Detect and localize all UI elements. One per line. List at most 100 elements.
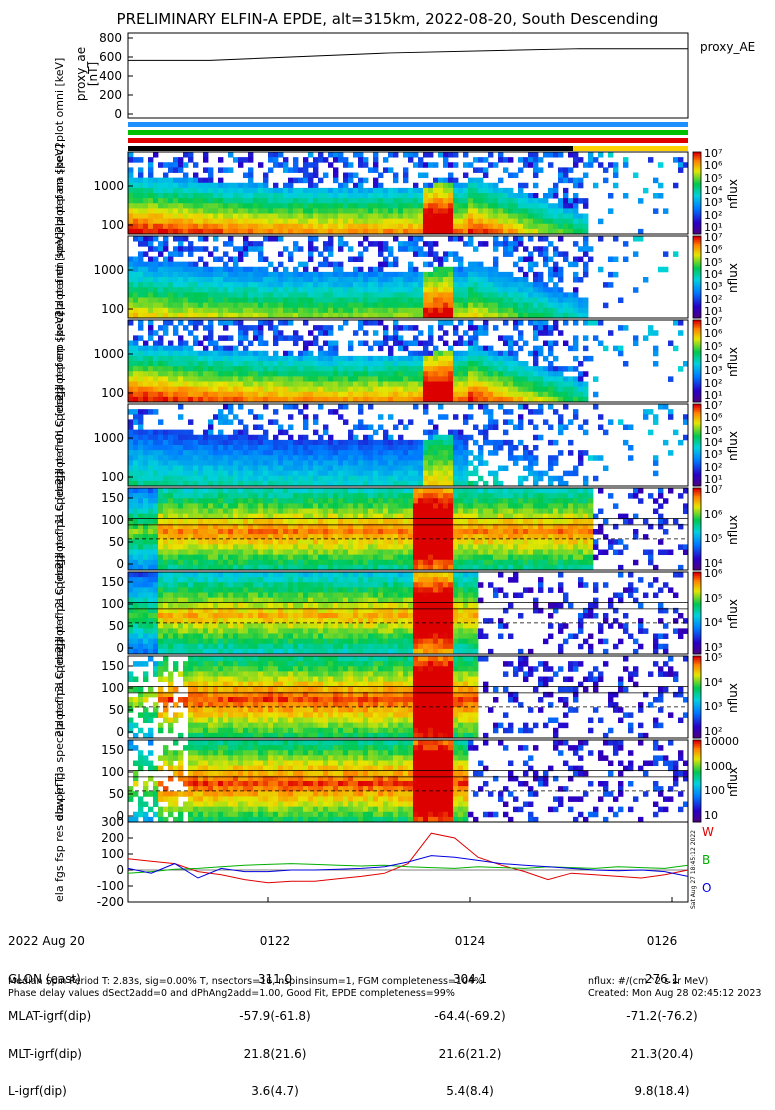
colorbar-tick-1: 10⁵ bbox=[704, 256, 722, 269]
colorbar-tick-0: 10⁴ bbox=[704, 184, 722, 197]
footer-mlt-0122: 21.8(21.6) bbox=[230, 1048, 320, 1061]
footer-mlt-0126: 21.3(20.4) bbox=[612, 1048, 712, 1061]
colorbar-tick-7: 100 bbox=[704, 784, 725, 797]
status-bar-yellow bbox=[573, 146, 688, 151]
panel-tick-5: 100 bbox=[84, 597, 124, 611]
colorbar-tick-0: 10⁶ bbox=[704, 159, 722, 172]
panel-tick-6: 0 bbox=[84, 725, 124, 739]
colorbar-tick-2: 10⁴ bbox=[704, 352, 722, 365]
colorbar-tick-2: 10² bbox=[704, 377, 722, 390]
footer-date: 2022 Aug 20 bbox=[8, 935, 91, 948]
status-bar-1 bbox=[128, 130, 688, 135]
colorbar-tick-2: 10³ bbox=[704, 364, 722, 377]
colorbar-tick-6: 10³ bbox=[704, 700, 722, 713]
footer-mlat-0124: -64.4(-69.2) bbox=[425, 1010, 515, 1023]
footer-time-0126: 0126 bbox=[612, 935, 712, 948]
spectrogram-6 bbox=[128, 656, 688, 738]
panel-tick-1: 1000 bbox=[84, 263, 124, 277]
colorbar-tick-3: 10⁶ bbox=[704, 411, 722, 424]
proxy-ae-legend: proxy_AE bbox=[700, 40, 755, 54]
footer-l-0122: 3.6(4.7) bbox=[230, 1085, 320, 1098]
proxy-ae-tick: 200 bbox=[82, 88, 122, 102]
colorbar-4 bbox=[693, 488, 701, 571]
colorbar-label-3: nflux bbox=[726, 431, 740, 461]
footer-l-0126: 9.8(18.4) bbox=[612, 1085, 712, 1098]
panel-tick-3: 1000 bbox=[84, 431, 124, 445]
colorbar-tick-7: 10000 bbox=[704, 735, 739, 748]
footer-l-0124: 5.4(8.4) bbox=[425, 1085, 515, 1098]
fgs-tick: 0 bbox=[84, 863, 124, 877]
status-bar-2 bbox=[128, 138, 688, 143]
panel-tick-7: 150 bbox=[84, 743, 124, 757]
colorbar-tick-5: 10⁵ bbox=[704, 592, 722, 605]
panel-tick-0: 100 bbox=[84, 218, 124, 232]
panel-tick-3: 100 bbox=[84, 470, 124, 484]
fgs-side-note: Sat Aug 27 18:45:12 2022 bbox=[690, 830, 697, 909]
panel-tick-1: 100 bbox=[84, 302, 124, 316]
colorbar-5 bbox=[693, 572, 701, 655]
spectrogram-7 bbox=[128, 740, 688, 822]
fgs-ylabel: ela fgs fsp res dbw [nT] bbox=[54, 822, 66, 902]
fgs-tick: 100 bbox=[84, 847, 124, 861]
colorbar-label-1: nflux bbox=[726, 263, 740, 293]
proxy-ae-tick: 0 bbox=[82, 107, 122, 121]
colorbar-tick-5: 10⁶ bbox=[704, 567, 722, 580]
colorbar-2 bbox=[693, 320, 701, 403]
fgs-tick: -200 bbox=[84, 895, 124, 909]
panel-tick-5: 0 bbox=[84, 641, 124, 655]
fgs-legend-B: B bbox=[702, 853, 710, 867]
colorbar-tick-3: 10⁷ bbox=[704, 399, 722, 412]
panel-tick-4: 150 bbox=[84, 491, 124, 505]
colorbar-tick-0: 10³ bbox=[704, 196, 722, 209]
colorbar-tick-3: 10⁴ bbox=[704, 436, 722, 449]
colorbar-6 bbox=[693, 656, 701, 739]
colorbar-label-0: nflux bbox=[726, 179, 740, 209]
panel-tick-6: 100 bbox=[84, 681, 124, 695]
fgs-tick: 300 bbox=[84, 815, 124, 829]
proxy-ae-frame bbox=[128, 33, 688, 118]
proxy-ae-tick: 800 bbox=[82, 31, 122, 45]
footer-row-labels: 2022 Aug 20 GLON (east) MLAT-igrf(dip) M… bbox=[8, 910, 91, 1110]
colorbar-tick-4: 10⁵ bbox=[704, 532, 722, 545]
colorbar-tick-4: 10⁶ bbox=[704, 508, 722, 521]
panel-tick-5: 150 bbox=[84, 575, 124, 589]
colorbar-7 bbox=[693, 740, 701, 823]
footer-mlat-label: MLAT-igrf(dip) bbox=[8, 1010, 91, 1023]
colorbar-label-6: nflux bbox=[726, 683, 740, 713]
footer-time-0122: 0122 bbox=[230, 935, 320, 948]
footer-mlt-0124: 21.6(21.2) bbox=[425, 1048, 515, 1061]
colorbar-tick-4: 10⁷ bbox=[704, 483, 722, 496]
panel-tick-4: 50 bbox=[84, 535, 124, 549]
colorbar-tick-3: 10³ bbox=[704, 448, 722, 461]
colorbar-label-7: nflux bbox=[726, 767, 740, 797]
fgs-legend-O: O bbox=[702, 881, 711, 895]
spectrogram-4 bbox=[128, 488, 688, 570]
footer-mlt-label: MLT-igrf(dip) bbox=[8, 1048, 91, 1061]
colorbar-3 bbox=[693, 404, 701, 487]
status-bar-black bbox=[128, 146, 573, 151]
colorbar-tick-6: 10⁵ bbox=[704, 651, 722, 664]
colorbar-1 bbox=[693, 236, 701, 319]
colorbar-0 bbox=[693, 152, 701, 235]
footer-col-0124: 0124 304.1 -64.4(-69.2) 21.6(21.2) 5.4(8… bbox=[425, 910, 515, 1110]
spectrogram-5 bbox=[128, 572, 688, 654]
footer-nflux-unit: nflux: #/(cm^2 s sr MeV) bbox=[588, 976, 708, 987]
spectrogram-0 bbox=[128, 152, 688, 234]
colorbar-tick-0: 10⁷ bbox=[704, 147, 722, 160]
footer-phase-info: Phase delay values dSect2add=0 and dPhAn… bbox=[8, 988, 455, 999]
footer-time-0124: 0124 bbox=[425, 935, 515, 948]
colorbar-tick-3: 10² bbox=[704, 461, 722, 474]
colorbar-tick-0: 10² bbox=[704, 209, 722, 222]
footer-created: Created: Mon Aug 28 02:45:12 2023 bbox=[588, 988, 761, 999]
panel-tick-5: 50 bbox=[84, 619, 124, 633]
colorbar-tick-3: 10⁵ bbox=[704, 424, 722, 437]
colorbar-tick-1: 10⁴ bbox=[704, 268, 722, 281]
fgs-legend-W: W bbox=[702, 825, 714, 839]
colorbar-tick-2: 10⁷ bbox=[704, 315, 722, 328]
footer-mlat-0122: -57.9(-61.8) bbox=[230, 1010, 320, 1023]
fgs-tick: -100 bbox=[84, 879, 124, 893]
colorbar-tick-0: 10⁵ bbox=[704, 172, 722, 185]
colorbar-label-4: nflux bbox=[726, 515, 740, 545]
spectrogram-3 bbox=[128, 404, 688, 486]
fgs-tick: 200 bbox=[84, 831, 124, 845]
